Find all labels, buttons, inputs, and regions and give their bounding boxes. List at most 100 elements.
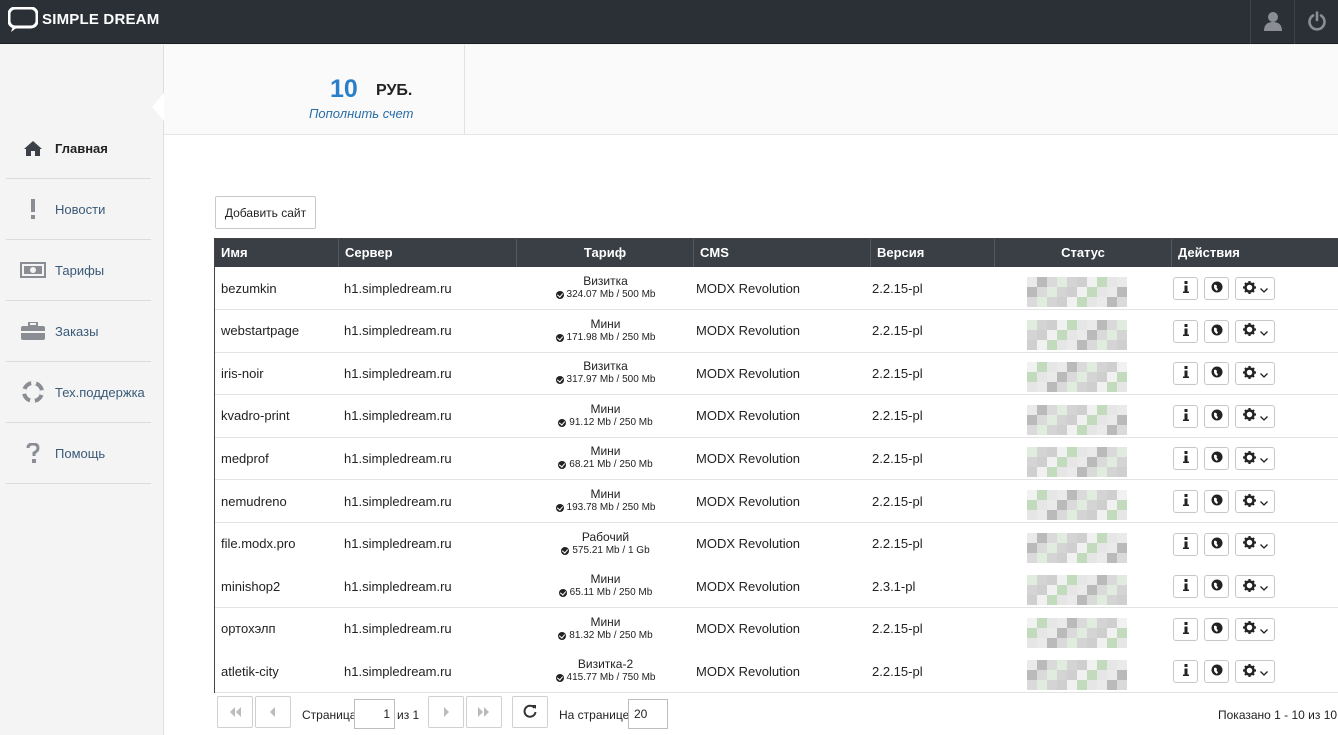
globe-button[interactable] — [1204, 532, 1229, 556]
cell-server: h1.simpledream.ru — [344, 450, 452, 466]
info-button[interactable] — [1173, 319, 1198, 343]
cell-cms: MODX Revolution — [696, 536, 801, 552]
cell-name[interactable]: nemudreno — [221, 493, 287, 509]
table-row[interactable]: file.modx.pro h1.simpledream.ru Рабочий 575… — [215, 523, 1338, 566]
column-header-name[interactable]: Имя — [215, 239, 339, 267]
globe-icon — [1211, 622, 1223, 637]
per-page-input[interactable]: 20 — [628, 699, 668, 729]
globe-button[interactable] — [1204, 362, 1229, 386]
settings-dropdown-button[interactable] — [1235, 362, 1275, 386]
last-page-button[interactable] — [466, 696, 502, 728]
cell-name[interactable]: iris-noir — [221, 365, 264, 381]
chevron-down-icon — [1259, 622, 1268, 637]
info-button[interactable] — [1173, 404, 1198, 428]
table-row[interactable]: kvadro-print h1.simpledream.ru Мини 91.12 M… — [215, 394, 1338, 438]
cell-name[interactable]: file.modx.pro — [221, 536, 296, 552]
info-button[interactable] — [1173, 532, 1198, 556]
settings-dropdown-button[interactable] — [1235, 617, 1275, 641]
cell-name[interactable]: bezumkin — [221, 280, 277, 296]
column-header-tariff[interactable]: Тариф — [517, 239, 694, 267]
table-row[interactable]: minishop2 h1.simpledream.ru Мини 65.11 Mb /… — [215, 565, 1338, 609]
prev-page-button[interactable] — [255, 696, 291, 728]
logout-button[interactable] — [1294, 0, 1338, 44]
tariff-name: Визитка — [583, 274, 628, 288]
column-header-server[interactable]: Сервер — [339, 239, 517, 267]
info-button[interactable] — [1173, 617, 1198, 641]
next-page-button[interactable] — [428, 696, 464, 728]
disk-usage: 575.21 Mb / 1 Gb — [561, 544, 650, 558]
info-button[interactable] — [1173, 490, 1198, 513]
settings-dropdown-button[interactable] — [1235, 319, 1275, 343]
info-button[interactable] — [1173, 277, 1198, 300]
globe-button[interactable] — [1204, 490, 1229, 513]
globe-button[interactable] — [1204, 319, 1229, 343]
disk-usage: 317.97 Mb / 500 Mb — [555, 373, 655, 387]
cell-tariff: Мини 65.11 Mb / 250 Mb — [517, 565, 694, 607]
settings-dropdown-button[interactable] — [1235, 490, 1275, 513]
user-button[interactable] — [1250, 0, 1294, 44]
logo[interactable]: SIMPLE DREAM — [7, 4, 159, 34]
check-circle-icon — [555, 674, 564, 683]
disk-usage: 91.12 Mb / 250 Mb — [558, 416, 653, 430]
settings-dropdown-button[interactable] — [1235, 447, 1275, 471]
sidebar-item-tariffs[interactable]: Тарифы — [6, 240, 151, 301]
info-button[interactable] — [1173, 362, 1198, 386]
globe-button[interactable] — [1204, 447, 1229, 471]
topup-link[interactable]: Пополнить счет — [309, 106, 414, 121]
table-row[interactable]: atletik-city h1.simpledream.ru Визитка-2 41… — [215, 650, 1338, 694]
cell-name[interactable]: kvadro-print — [221, 408, 290, 424]
double-chevron-left-icon — [228, 705, 242, 720]
globe-button[interactable] — [1204, 575, 1229, 599]
cell-name[interactable]: webstartpage — [221, 323, 300, 339]
settings-dropdown-button[interactable] — [1235, 404, 1275, 428]
cell-name[interactable]: minishop2 — [221, 578, 281, 594]
chevron-down-icon — [1259, 366, 1268, 381]
table-row[interactable]: iris-noir h1.simpledream.ru Визитка 317.97 … — [215, 352, 1338, 396]
disk-usage: 171.98 Mb / 250 Mb — [555, 331, 655, 345]
table-row[interactable]: webstartpage h1.simpledream.ru Мини 171.98 … — [215, 309, 1338, 353]
table-row[interactable]: ортохэлп h1.simpledream.ru Мини 81.32 Mb / … — [215, 608, 1338, 651]
cell-server: h1.simpledream.ru — [344, 536, 452, 552]
per-page-label: На странице: — [559, 708, 633, 722]
sidebar-item-orders[interactable]: Заказы — [6, 301, 151, 362]
table-row[interactable]: medprof h1.simpledream.ru Мини 68.21 Mb / 2… — [215, 437, 1338, 481]
cell-name[interactable]: atletik-city — [221, 663, 279, 679]
page-label: Страница — [302, 708, 357, 722]
add-site-button[interactable]: Добавить сайт — [215, 196, 316, 229]
settings-dropdown-button[interactable] — [1235, 277, 1275, 300]
column-header-status[interactable]: Статус — [995, 239, 1172, 267]
info-icon — [1182, 281, 1189, 296]
cell-version: 2.2.15-pl — [872, 365, 923, 381]
globe-button[interactable] — [1204, 617, 1229, 641]
info-button[interactable] — [1173, 660, 1198, 684]
globe-button[interactable] — [1204, 277, 1229, 300]
sidebar-item-home[interactable]: Главная — [6, 118, 151, 179]
info-icon — [1182, 536, 1189, 552]
cell-tariff: Визитка 317.97 Mb / 500 Mb — [517, 352, 694, 394]
cell-name[interactable]: ортохэлп — [221, 621, 276, 637]
info-button[interactable] — [1173, 575, 1198, 599]
globe-button[interactable] — [1204, 404, 1229, 428]
cell-name[interactable]: medprof — [221, 450, 269, 466]
sidebar-item-help[interactable]: Помощь — [6, 423, 151, 484]
settings-dropdown-button[interactable] — [1235, 532, 1275, 556]
disk-usage: 324.07 Mb / 500 Mb — [555, 288, 655, 302]
column-header-version[interactable]: Версия — [871, 239, 995, 267]
settings-dropdown-button[interactable] — [1235, 660, 1275, 684]
info-button[interactable] — [1173, 447, 1198, 471]
lifebuoy-icon — [16, 381, 50, 403]
globe-button[interactable] — [1204, 660, 1229, 684]
sidebar-item-support[interactable]: Тех.поддержка — [6, 362, 151, 423]
table-row[interactable]: nemudreno h1.simpledream.ru Мини 193.78 Mb … — [215, 480, 1338, 523]
table-row[interactable]: bezumkin h1.simpledream.ru Визитка 324.07 M… — [215, 267, 1338, 310]
check-circle-icon — [555, 333, 564, 342]
first-page-button[interactable] — [217, 696, 253, 728]
check-circle-icon — [558, 461, 567, 470]
page-input[interactable]: 1 — [354, 699, 395, 729]
tariff-name: Рабочий — [581, 529, 630, 544]
column-header-cms[interactable]: CMS — [694, 239, 871, 267]
refresh-button[interactable] — [512, 696, 548, 728]
settings-dropdown-button[interactable] — [1235, 575, 1275, 599]
cell-server: h1.simpledream.ru — [344, 493, 452, 509]
sidebar-item-news[interactable]: Новости — [6, 179, 151, 240]
